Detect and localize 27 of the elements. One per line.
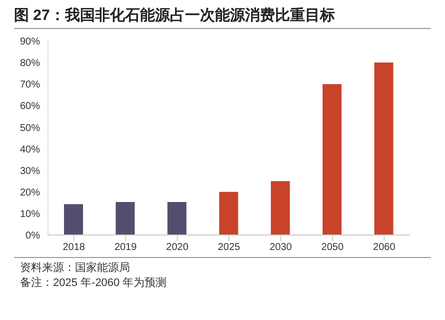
y-tick-label: 60%	[20, 101, 40, 112]
y-tick-label: 40%	[20, 144, 40, 156]
x-tick-label: 2020	[166, 242, 189, 254]
y-tick-label: 90%	[20, 36, 40, 48]
x-tick-label: 2019	[114, 242, 138, 254]
text: 资料来源：国家能源局	[20, 261, 131, 276]
y-tick-label: 70%	[20, 80, 40, 91]
y-tick-label: 10%	[20, 208, 40, 220]
bar	[374, 62, 394, 235]
bar	[270, 181, 290, 235]
bar	[219, 192, 238, 235]
text: 备注：2025 年-2060 年为预测	[20, 276, 168, 291]
y-tick-label: 50%	[20, 122, 40, 134]
x-tick-label: 2025	[218, 242, 241, 254]
bar	[322, 84, 342, 235]
bar	[167, 202, 186, 235]
bar	[64, 204, 83, 235]
x-tick-label: 2018	[62, 242, 86, 254]
chart-title: 图 27：我国非化石能源占一次能源消费比重目标	[13, 6, 336, 26]
y-tick-label: 80%	[20, 58, 40, 70]
x-tick-label: 2050	[321, 242, 344, 254]
y-tick-label: 20%	[20, 187, 40, 198]
y-tick-label: 0%	[26, 230, 40, 242]
x-tick-label: 2030	[270, 242, 292, 254]
x-tick-label: 2060	[373, 242, 396, 254]
bar	[116, 202, 135, 235]
y-tick-label: 30%	[20, 166, 40, 177]
